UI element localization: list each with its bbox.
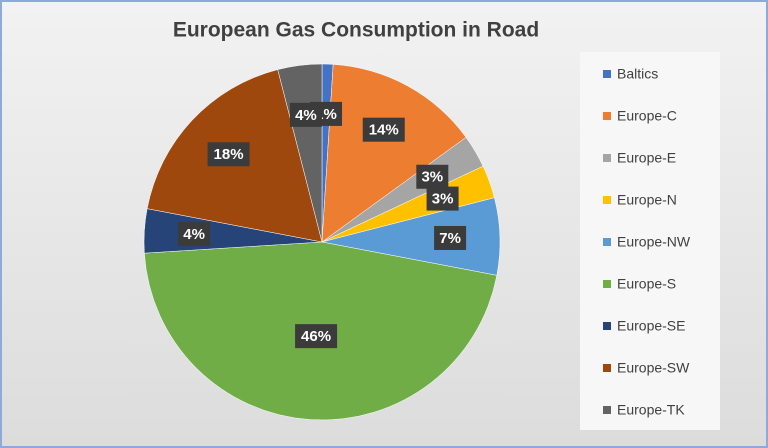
data-label-box — [295, 324, 338, 349]
data-label-box — [362, 117, 405, 142]
chart-title: European Gas Consumption in Road — [173, 19, 539, 42]
data-label-box — [426, 186, 459, 211]
legend-swatch — [603, 196, 611, 204]
legend-label: Europe-C — [617, 108, 677, 124]
legend-label: Europe-SW — [617, 360, 690, 376]
data-label-box — [289, 102, 322, 127]
legend-label: Europe-NW — [617, 234, 691, 250]
data-label: 4% — [183, 226, 205, 243]
data-label: 14% — [369, 122, 399, 139]
legend-label: Europe-S — [617, 276, 676, 292]
legend-swatch — [603, 406, 611, 414]
legend-swatch — [603, 70, 611, 78]
legend-label: Europe-E — [617, 150, 676, 166]
legend-swatch — [603, 238, 611, 246]
legend-swatch — [603, 322, 611, 330]
data-label: 3% — [432, 191, 454, 208]
data-label: 7% — [439, 230, 461, 247]
data-label-box — [178, 221, 211, 246]
legend-label: Europe-N — [617, 192, 677, 208]
legend-swatch — [603, 112, 611, 120]
data-label: 18% — [214, 146, 244, 163]
data-label: 4% — [295, 107, 317, 124]
legend-swatch — [603, 364, 611, 372]
legend-swatch — [603, 154, 611, 162]
pie-slice — [321, 64, 467, 243]
data-label: 46% — [301, 328, 331, 345]
legend-label: Europe-TK — [617, 402, 685, 418]
data-label-box — [434, 225, 467, 250]
legend-label: Europe-SE — [617, 318, 685, 334]
legend-swatch — [603, 280, 611, 288]
data-label: 3% — [421, 169, 443, 186]
legend-label: Baltics — [617, 66, 658, 82]
data-label-box — [416, 164, 449, 189]
data-label-box — [207, 142, 250, 167]
